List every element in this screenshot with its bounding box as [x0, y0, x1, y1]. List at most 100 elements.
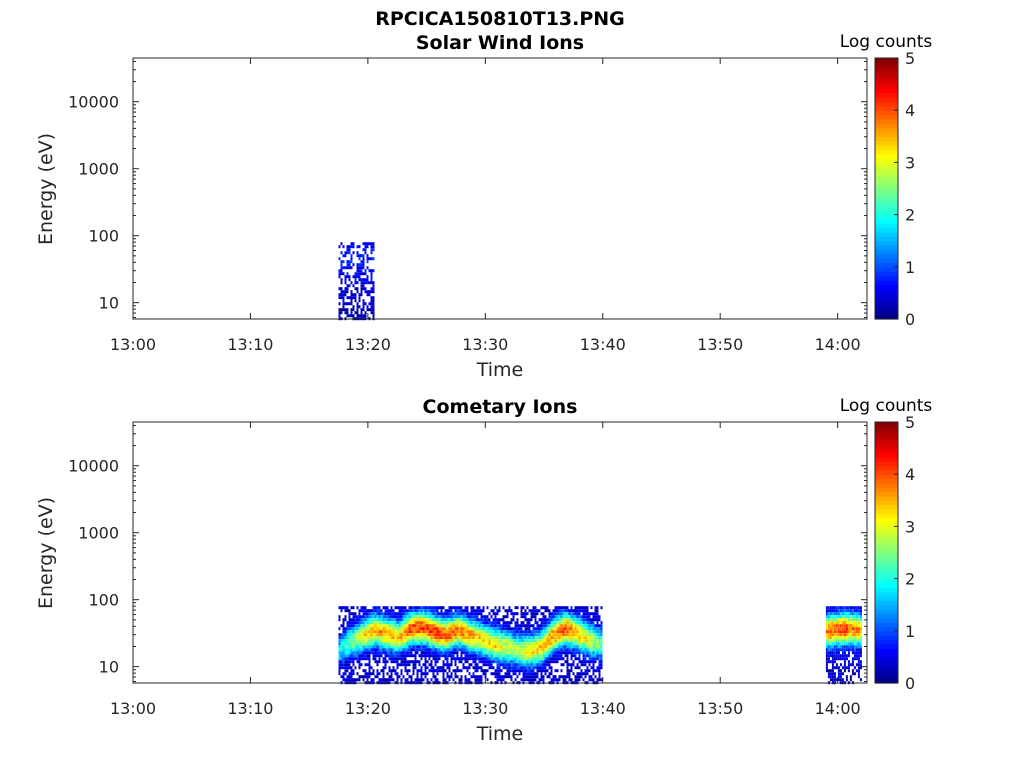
heatmap-cell [851, 636, 854, 640]
heatmap-cell [530, 654, 533, 658]
heatmap-cell [382, 627, 385, 631]
heatmap-cell [484, 669, 487, 673]
heatmap-cell [598, 636, 601, 640]
heatmap-cell [859, 615, 862, 619]
heatmap-cell [845, 633, 848, 637]
heatmap-cell [468, 633, 471, 637]
heatmap-cell [440, 648, 443, 652]
heatmap-cell [356, 618, 359, 622]
heatmap-cell [859, 630, 862, 634]
heatmap-cell [342, 636, 345, 640]
heatmap-cell [851, 612, 854, 616]
heatmap-cell [556, 678, 559, 682]
heatmap-cell [430, 669, 433, 673]
heatmap-cell [444, 648, 447, 652]
heatmap-cell [456, 609, 459, 613]
heatmap-cell [378, 636, 381, 640]
heatmap-cell [400, 618, 403, 622]
heatmap-cell [590, 630, 593, 634]
colorbar-segment [875, 613, 898, 619]
heatmap-cell [494, 657, 497, 661]
heatmap-cell [859, 666, 862, 670]
heatmap-cell [855, 615, 858, 619]
heatmap-cell [444, 621, 447, 625]
heatmap-cell [416, 633, 419, 637]
heatmap-cell [458, 630, 461, 634]
heatmap-cell [412, 660, 415, 664]
heatmap-cell [420, 624, 423, 628]
heatmap-cell [572, 612, 575, 616]
heatmap-cell [538, 624, 541, 628]
heatmap-cell [396, 624, 399, 628]
heatmap-cell [516, 645, 519, 649]
heatmap-cell [360, 269, 363, 273]
heatmap-cell [839, 663, 842, 667]
heatmap-cell [418, 609, 421, 613]
heatmap-cell [847, 645, 850, 649]
heatmap-cell [510, 639, 513, 643]
heatmap-cell [562, 621, 565, 625]
heatmap-cell [496, 678, 499, 682]
heatmap-cell [827, 660, 830, 664]
heatmap-cell [366, 257, 369, 261]
heatmap-cell [504, 630, 507, 634]
heatmap-cell [518, 636, 521, 640]
heatmap-cell [530, 642, 533, 646]
heatmap-cell [352, 314, 355, 318]
heatmap-cell [582, 624, 585, 628]
heatmap-cell [574, 612, 577, 616]
heatmap-cell [430, 624, 433, 628]
heatmap-cell [480, 666, 483, 670]
heatmap-cell [358, 678, 361, 682]
heatmap-cell [356, 615, 359, 619]
heatmap-cell [476, 663, 479, 667]
heatmap-cell [428, 630, 431, 634]
heatmap-cell [536, 672, 539, 676]
heatmap-cell [474, 651, 477, 655]
heatmap-cell [470, 654, 473, 658]
heatmap-cell [829, 612, 832, 616]
heatmap-cell [472, 618, 475, 622]
colorbar-segment [875, 279, 898, 285]
heatmap-cell [841, 615, 844, 619]
heatmap-cell [370, 639, 373, 643]
heatmap-cell [446, 636, 449, 640]
heatmap-cell [600, 678, 603, 682]
heatmap-cell [440, 615, 443, 619]
heatmap-cell [598, 666, 601, 670]
heatmap-cell [350, 260, 353, 264]
heatmap-cell [466, 630, 469, 634]
heatmap-cell [492, 666, 495, 670]
heatmap-cell [406, 642, 409, 646]
heatmap-cell [857, 624, 860, 628]
heatmap-cell [432, 669, 435, 673]
heatmap-cell [494, 672, 497, 676]
heatmap-cell [594, 624, 597, 628]
heatmap-cell [432, 642, 435, 646]
heatmap-cell [552, 654, 555, 658]
heatmap-cell [476, 666, 479, 670]
heatmap-cell [510, 651, 513, 655]
heatmap-cell [444, 642, 447, 646]
heatmap-cell [344, 311, 347, 315]
heatmap-cell [548, 618, 551, 622]
heatmap-cell [350, 657, 353, 661]
heatmap-cell [592, 645, 595, 649]
heatmap-cell [346, 263, 349, 267]
heatmap-cell [540, 660, 543, 664]
heatmap-cell [418, 660, 421, 664]
heatmap-cell [855, 657, 858, 661]
heatmap-cell [362, 305, 365, 309]
heatmap-cell [376, 660, 379, 664]
heatmap-cell [486, 636, 489, 640]
heatmap-cell [398, 663, 401, 667]
heatmap-cell [506, 672, 509, 676]
heatmap-cell [432, 606, 435, 610]
heatmap-cell [827, 648, 830, 652]
heatmap-cell [350, 672, 353, 676]
heatmap-cell [827, 624, 830, 628]
heatmap-cell [366, 645, 369, 649]
heatmap-cell [496, 609, 499, 613]
heatmap-cell [570, 666, 573, 670]
heatmap-cell [492, 651, 495, 655]
